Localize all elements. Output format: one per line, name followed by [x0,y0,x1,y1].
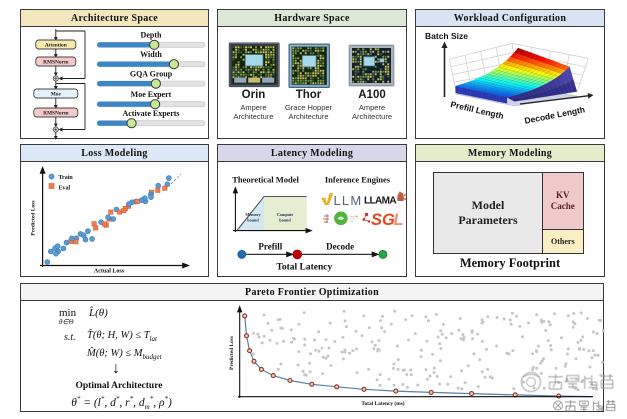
svg-text:Total Latency (ms): Total Latency (ms) [361,400,404,407]
svg-text:Inference Engines: Inference Engines [325,175,391,185]
svg-text:bound: bound [247,218,259,223]
svg-text:LLAMA: LLAMA [364,195,396,206]
svg-text:Moe: Moe [51,92,62,98]
svg-text:Attention: Attention [45,43,67,49]
svg-text:RMSNorm: RMSNorm [43,111,69,117]
svg-text:Depth: Depth [141,31,162,40]
svg-text:GQA Group: GQA Group [130,69,173,78]
svg-text:L: L [394,211,404,229]
svg-text:Moe Expert: Moe Expert [131,90,172,99]
svg-text:Actual Loss: Actual Loss [94,269,125,275]
svg-text:Eval: Eval [59,185,71,191]
svg-text:Decode: Decode [326,242,354,252]
svg-text:Predicted Loss: Predicted Loss [229,336,235,370]
svg-text:SG: SG [371,211,395,229]
svg-text:Theoretical Model: Theoretical Model [232,175,299,185]
svg-text:Compute: Compute [277,212,294,217]
svg-text:Memory: Memory [245,212,261,217]
svg-text:bound: bound [279,218,291,223]
svg-text:Predicted Loss: Predicted Loss [31,200,37,236]
svg-text:RMSNorm: RMSNorm [43,60,69,66]
svg-text:Total Latency: Total Latency [276,263,332,273]
svg-text:LLM: LLM [334,193,363,208]
svg-text:Activate Experts: Activate Experts [122,109,179,118]
svg-text:Width: Width [140,50,162,59]
svg-text:Prefill: Prefill [258,242,282,252]
svg-text:Train: Train [59,175,74,181]
